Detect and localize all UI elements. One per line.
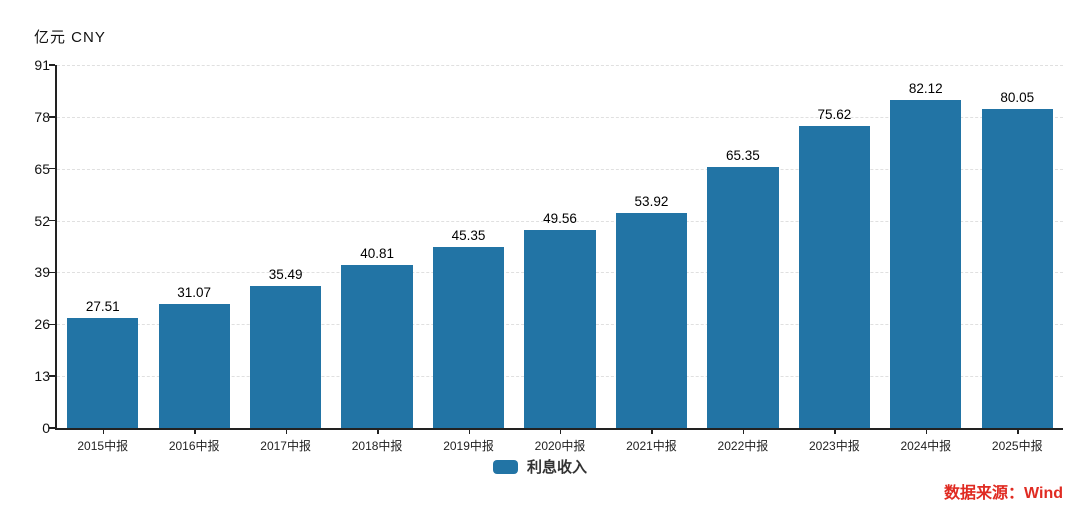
x-axis-tick-label: 2015中报 — [77, 439, 129, 453]
x-axis-tick-label: 2018中报 — [351, 439, 403, 453]
bar-value-label: 27.51 — [85, 299, 120, 315]
x-axis-tick-label: 2021中报 — [626, 439, 677, 453]
x-axis-tick-label: 2020中报 — [534, 439, 586, 453]
x-axis-tick — [377, 428, 379, 434]
y-axis-tick — [49, 323, 55, 326]
legend-item-interest-income[interactable]: 利息收入 — [492, 456, 587, 477]
y-axis-line — [55, 65, 57, 428]
y-axis-tick — [49, 271, 55, 274]
x-axis-tick-label: 2024中报 — [900, 439, 952, 453]
x-axis-slot: 2018中报 — [331, 428, 422, 458]
bar[interactable] — [615, 212, 688, 428]
gridline — [57, 65, 1063, 66]
x-axis-tick — [1017, 428, 1019, 434]
gridline — [57, 116, 1063, 118]
x-axis-tick-label: 2025中报 — [991, 439, 1043, 453]
bar-slot: 40.81 — [331, 65, 422, 428]
x-axis-slot: 2022中报 — [697, 428, 788, 458]
y-axis-tick-label: 0 — [42, 420, 50, 436]
x-axis-tick-label: 2022中报 — [717, 439, 769, 453]
x-axis-slot: 2019中报 — [423, 428, 514, 458]
bar[interactable] — [432, 247, 505, 428]
bar-value-label: 31.07 — [177, 285, 212, 301]
x-axis-tick-label: 2017中报 — [260, 439, 311, 453]
bar-slot: 82.12 — [880, 65, 971, 428]
x-axis-tick-label: 2019中报 — [443, 439, 494, 453]
x-axis-tick — [651, 428, 653, 434]
bar[interactable] — [798, 126, 871, 428]
bars-layer: 27.51 31.07 35.49 40.81 45.35 49.56 53.92 65.35… — [57, 65, 1063, 428]
y-axis-tick-label: 26 — [34, 316, 50, 333]
y-axis-tick-label: 13 — [34, 368, 50, 385]
y-axis-tick-label: 52 — [34, 212, 50, 229]
y-axis-tick — [49, 116, 55, 118]
x-axis-tick — [834, 428, 836, 434]
y-axis-tick-label: 65 — [34, 160, 50, 177]
bar[interactable] — [67, 318, 139, 428]
bar-slot: 45.35 — [423, 65, 514, 428]
bar-slot: 49.56 — [514, 65, 605, 428]
x-axis-slot: 2015中报 — [57, 428, 148, 458]
bar-value-label: 53.92 — [634, 193, 669, 209]
bar-slot: 31.07 — [148, 65, 239, 428]
x-axis-slot: 2023中报 — [789, 428, 880, 458]
data-source-label: 数据来源：Wind — [944, 485, 1063, 502]
y-axis-tick-label: 78 — [34, 108, 50, 125]
x-axis-slot: 2016中报 — [148, 428, 239, 458]
bar-slot: 27.51 — [57, 65, 148, 428]
y-axis-tick — [49, 427, 55, 429]
x-axis-tick — [102, 428, 105, 434]
x-axis-slot: 2021中报 — [606, 428, 697, 458]
y-axis-tick-label: 91 — [34, 57, 50, 73]
x-axis-slot: 2024中报 — [880, 428, 971, 458]
x-axis-slot: 2020中报 — [514, 428, 605, 458]
bar-slot: 80.05 — [972, 65, 1063, 428]
plot-area: 0 13 26 39 52 65 78 91 27.51 31.07 35.49 40.81 45.3… — [34, 57, 1063, 436]
y-axis-tick — [49, 64, 55, 66]
bar-value-label: 49.56 — [543, 211, 577, 227]
x-axis-tick — [285, 428, 288, 434]
bar-value-label: 45.35 — [451, 228, 486, 244]
bar-slot: 75.62 — [789, 65, 880, 428]
bar-value-label: 75.62 — [817, 107, 852, 123]
bar[interactable] — [707, 167, 779, 428]
bar-value-label: 40.81 — [360, 246, 394, 262]
y-axis-tick — [49, 167, 55, 170]
y-axis-tick — [49, 375, 55, 377]
bar-value-label: 82.12 — [908, 81, 943, 97]
x-axis-tick-label: 2016中报 — [168, 439, 220, 453]
y-axis-tick — [49, 219, 55, 222]
x-axis-tick-label: 2023中报 — [809, 439, 860, 453]
x-axis-tick — [194, 428, 196, 434]
bar[interactable] — [249, 286, 322, 428]
x-axis-slot: 2017中报 — [240, 428, 331, 458]
bar[interactable] — [890, 100, 962, 428]
bar-slot: 35.49 — [240, 65, 331, 428]
y-axis-tick-label: 39 — [34, 264, 50, 281]
x-axis-labels-layer: 2015中报 2016中报 2017中报 2018中报 2019中报 2020中报 2021… — [57, 428, 1063, 458]
x-axis-tick — [468, 428, 471, 434]
bar-slot: 65.35 — [697, 65, 788, 428]
legend-swatch-icon — [492, 459, 518, 474]
x-axis-tick — [559, 428, 562, 434]
bar[interactable] — [524, 230, 596, 428]
gridline — [57, 168, 1063, 170]
x-axis-slot: 2025中报 — [972, 428, 1063, 458]
bar-value-label: 80.05 — [1000, 89, 1035, 105]
bar-value-label: 35.49 — [268, 267, 303, 283]
legend: 利息收入 — [0, 456, 1080, 477]
x-axis-tick — [742, 428, 745, 434]
y-axis-unit-label: 亿元 CNY — [34, 29, 106, 46]
bar[interactable] — [158, 304, 230, 428]
bar-value-label: 65.35 — [726, 148, 760, 164]
gridline — [57, 220, 1063, 222]
legend-label: 利息收入 — [526, 459, 587, 476]
x-axis-line — [55, 428, 1063, 430]
x-axis-tick — [925, 428, 928, 434]
bar[interactable] — [981, 108, 1053, 428]
bar-slot: 53.92 — [606, 65, 697, 428]
bar[interactable] — [341, 265, 413, 428]
